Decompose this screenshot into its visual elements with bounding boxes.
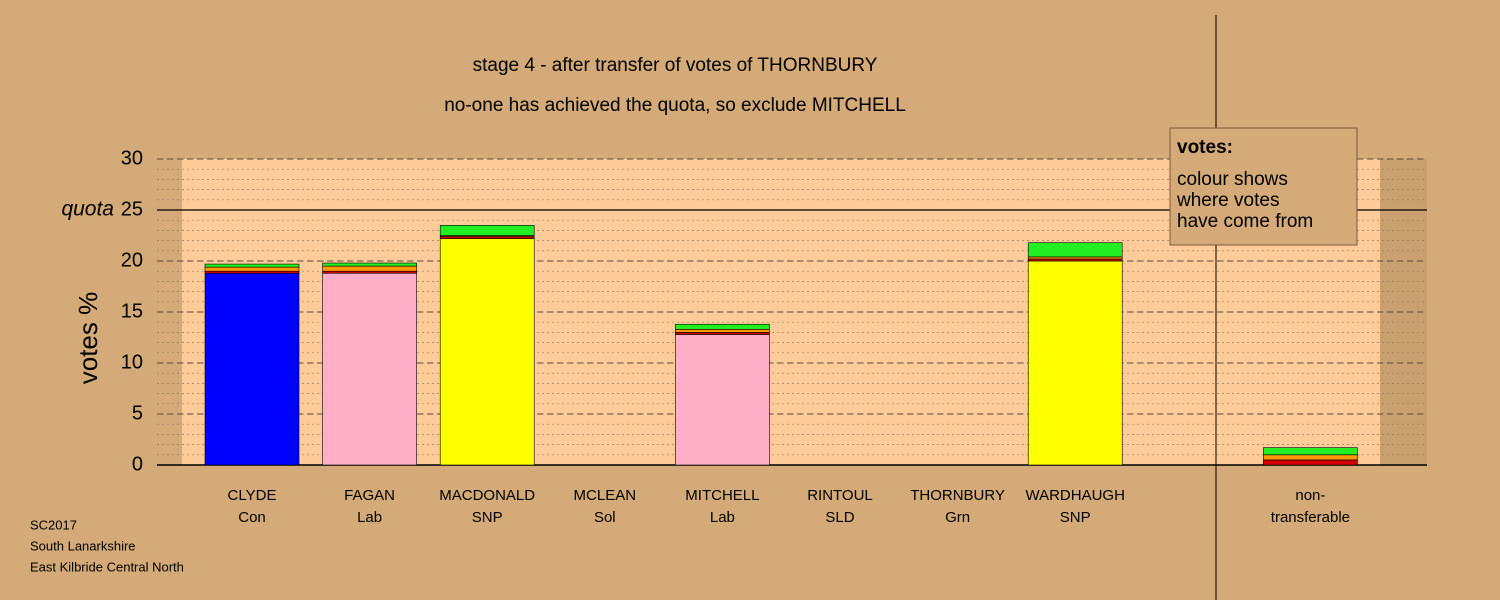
bar-segment — [204, 266, 300, 272]
bar-segment — [204, 263, 300, 268]
x-tick-label: WARDHAUGH — [1025, 487, 1124, 504]
note-line: where votes — [1176, 190, 1279, 211]
x-tick-sublabel: SNP — [472, 509, 503, 526]
x-tick-label: MITCHELL — [685, 487, 759, 504]
bar-segment — [204, 272, 300, 466]
x-tick-label: non- — [1295, 487, 1325, 504]
y-tick-label: 15 — [121, 300, 143, 322]
x-tick-sublabel: transferable — [1271, 509, 1350, 526]
bar-segment — [1027, 256, 1123, 260]
y-tick-label: 10 — [121, 351, 143, 373]
x-tick-label: MCLEAN — [574, 487, 637, 504]
bar-segment — [439, 225, 535, 236]
bar-segment — [204, 270, 300, 274]
x-tick-sublabel: Con — [238, 509, 266, 526]
x-tick-label: RINTOUL — [807, 487, 873, 504]
chart-subtitle: no-one has achieved the quota, so exclud… — [444, 95, 906, 116]
bar-segment — [439, 238, 535, 466]
y-tick-label: 25 — [121, 198, 143, 220]
note-title: votes: — [1177, 137, 1233, 158]
bar-segment — [1027, 242, 1123, 258]
x-tick-sublabel: SLD — [825, 509, 854, 526]
x-tick-sublabel: Grn — [945, 509, 970, 526]
footer: East Kilbride Central North — [30, 559, 184, 574]
bar-segment — [322, 262, 417, 267]
y-tick-label: 5 — [132, 402, 143, 424]
bar-segment — [1263, 454, 1358, 461]
bar-segment — [1027, 258, 1123, 262]
bar-segment — [675, 329, 770, 333]
bar-segment — [675, 334, 770, 466]
note-line: have come from — [1177, 211, 1313, 232]
y-axis-label: votes % — [73, 292, 103, 385]
chart-title: stage 4 - after transfer of votes of THO… — [473, 55, 878, 76]
bar-segment — [322, 265, 417, 272]
x-tick-sublabel: Lab — [710, 509, 735, 526]
bar-segment — [1027, 260, 1123, 466]
bar-segment — [322, 270, 417, 274]
x-tick-label: FAGAN — [344, 487, 395, 504]
x-tick-label: THORNBURY — [910, 487, 1005, 504]
bar-segment — [1263, 447, 1358, 456]
bar-segment — [439, 236, 535, 239]
x-tick-sublabel: SNP — [1060, 509, 1091, 526]
bar-segment — [1263, 459, 1358, 466]
note-box — [1169, 127, 1358, 246]
footer: South Lanarkshire — [30, 538, 136, 553]
bar-segment — [322, 272, 417, 466]
note-line: colour shows — [1177, 169, 1288, 190]
y-tick-label: 30 — [121, 147, 143, 169]
y-tick-label: 0 — [132, 453, 143, 475]
quota-label: quota — [61, 198, 114, 221]
bar-segment — [675, 323, 770, 330]
x-tick-label: MACDONALD — [439, 487, 535, 504]
bar-segment — [675, 332, 770, 335]
y-tick-label: 20 — [121, 249, 143, 271]
x-tick-sublabel: Sol — [594, 509, 616, 526]
footer: SC2017 — [30, 517, 77, 532]
x-tick-label: CLYDE — [228, 487, 277, 504]
x-tick-sublabel: Lab — [357, 509, 382, 526]
